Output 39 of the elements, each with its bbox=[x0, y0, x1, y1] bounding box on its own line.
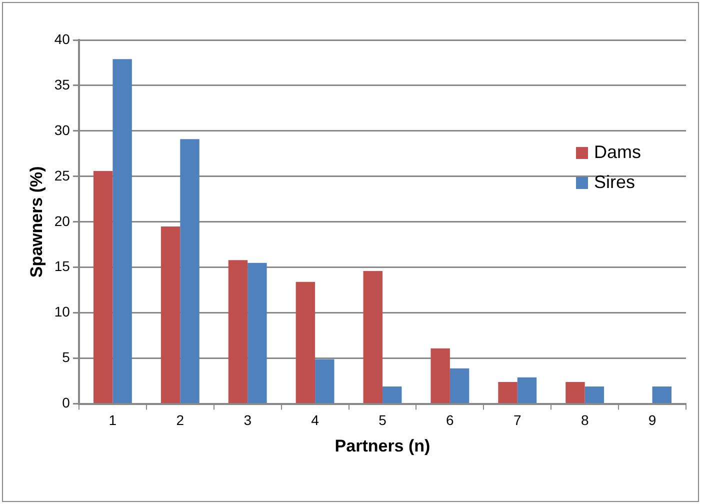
x-tick-label: 1 bbox=[108, 412, 117, 428]
bar bbox=[93, 170, 113, 404]
x-tick-label: 8 bbox=[580, 412, 589, 428]
bar bbox=[248, 262, 267, 404]
x-tick-label: 6 bbox=[446, 412, 454, 428]
bar bbox=[430, 348, 450, 404]
y-tick-label: 25 bbox=[54, 167, 70, 184]
bar bbox=[382, 386, 402, 404]
x-tick-label: 7 bbox=[513, 412, 522, 428]
legend-label: Sires bbox=[594, 172, 636, 192]
legend-label: Dams bbox=[594, 142, 642, 162]
y-tick-label: 35 bbox=[54, 76, 70, 92]
bar bbox=[498, 382, 518, 404]
y-tick-label: 10 bbox=[54, 304, 70, 320]
bar bbox=[296, 282, 316, 404]
y-tick-label: 0 bbox=[62, 394, 70, 411]
y-tick-label: 40 bbox=[54, 30, 70, 47]
bar bbox=[450, 368, 470, 404]
bar bbox=[112, 59, 132, 404]
x-tick-label: 4 bbox=[311, 412, 320, 428]
y-tick-label: 15 bbox=[54, 258, 70, 274]
bar bbox=[652, 386, 672, 404]
x-tick-label: 3 bbox=[244, 412, 252, 428]
y-axis-title: Spawners (%) bbox=[26, 166, 46, 278]
bar bbox=[566, 382, 585, 404]
bar bbox=[584, 386, 604, 404]
y-tick-label: 30 bbox=[54, 122, 70, 138]
bar bbox=[315, 359, 334, 404]
x-tick-label: 9 bbox=[648, 412, 656, 428]
bar bbox=[228, 260, 248, 404]
bar bbox=[160, 226, 180, 404]
y-tick-label: 5 bbox=[62, 349, 70, 366]
bar bbox=[517, 377, 537, 404]
bar bbox=[180, 139, 200, 404]
x-tick-label: 5 bbox=[378, 412, 387, 428]
x-tick-label: 2 bbox=[176, 412, 184, 428]
x-axis-title: Partners (n) bbox=[334, 436, 430, 456]
y-tick-label: 20 bbox=[54, 212, 70, 229]
bar bbox=[363, 271, 382, 404]
